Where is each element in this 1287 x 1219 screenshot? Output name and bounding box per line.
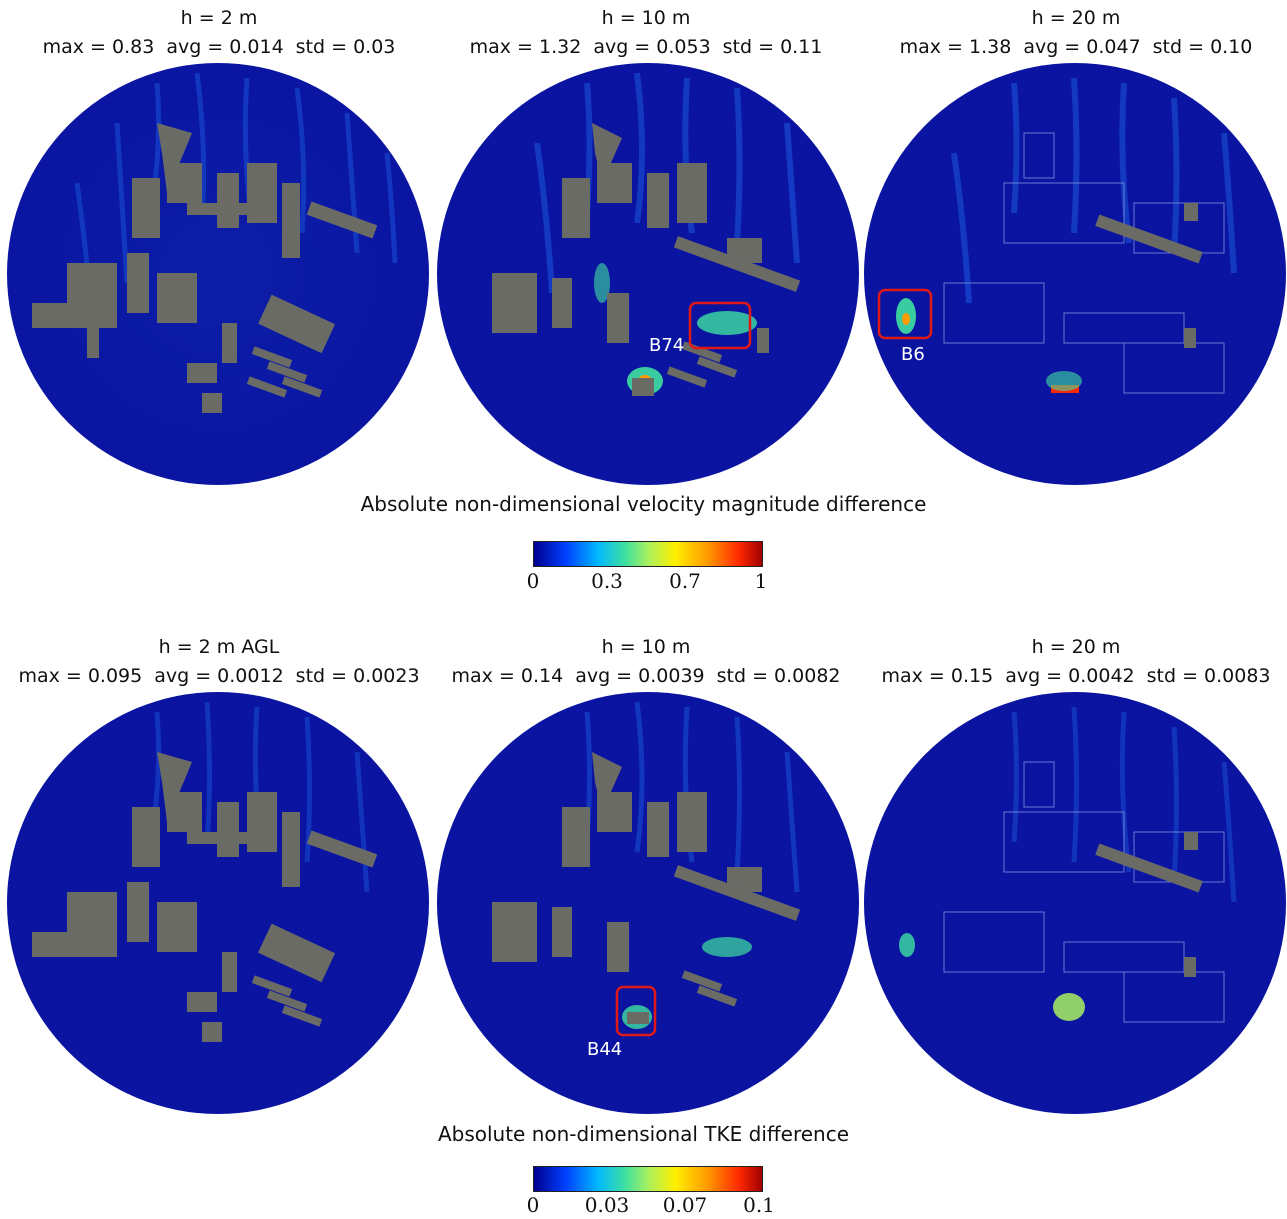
velocity-field-disc-h10 bbox=[437, 63, 859, 485]
std-stat: std = 0.10 bbox=[1152, 36, 1253, 58]
building-footprints bbox=[32, 123, 378, 413]
tke-field-disc-h2 bbox=[7, 692, 429, 1114]
avg-stat: avg = 0.014 bbox=[166, 36, 284, 58]
panel-height-label: h = 10 m bbox=[601, 636, 691, 658]
velocity-colorbar bbox=[533, 541, 763, 567]
velocity-field-disc-h20 bbox=[864, 63, 1286, 485]
velocity-field-image bbox=[7, 63, 429, 485]
tke-colorbar-tick: 0 bbox=[526, 1193, 540, 1217]
velocity-panel-3-header: h = 20 m max = 1.38 avg = 0.047 std = 0.10 bbox=[861, 4, 1287, 62]
building-footprints bbox=[32, 752, 378, 1042]
tke-colorbar-tick: 0.07 bbox=[662, 1193, 708, 1217]
std-stat: std = 0.0083 bbox=[1146, 665, 1271, 687]
tke-colorbar-tick: 0.1 bbox=[743, 1193, 775, 1217]
b74-highlight-box bbox=[688, 301, 752, 350]
velocity-colorbar-tick: 1 bbox=[754, 569, 768, 593]
panel-height-label: h = 20 m bbox=[1031, 636, 1121, 658]
panel-height-label: h = 10 m bbox=[601, 7, 691, 29]
tke-colorbar-tick: 0.03 bbox=[584, 1193, 630, 1217]
std-stat: std = 0.0082 bbox=[716, 665, 841, 687]
avg-stat: avg = 0.053 bbox=[593, 36, 711, 58]
std-stat: std = 0.0023 bbox=[295, 665, 420, 687]
velocity-section-title: Absolute non-dimensional velocity magnit… bbox=[360, 492, 927, 516]
std-stat: std = 0.03 bbox=[295, 36, 396, 58]
avg-stat: avg = 0.0012 bbox=[154, 665, 284, 687]
b74-label: B74 bbox=[649, 335, 685, 356]
tke-field-image bbox=[864, 692, 1286, 1114]
tke-panel-1-header: h = 2 m AGL max = 0.095 avg = 0.0012 std =… bbox=[4, 633, 434, 691]
max-stat: max = 0.14 bbox=[451, 665, 564, 687]
building-footprints bbox=[492, 752, 801, 1024]
b6-label: B6 bbox=[901, 344, 925, 365]
panel-height-label: h = 2 m AGL bbox=[158, 636, 280, 658]
velocity-field-image bbox=[864, 63, 1286, 485]
building-footprints bbox=[1095, 832, 1203, 977]
avg-stat: avg = 0.047 bbox=[1023, 36, 1141, 58]
velocity-colorbar-tick: 0.7 bbox=[669, 569, 701, 593]
max-stat: max = 0.095 bbox=[18, 665, 143, 687]
velocity-colorbar-tick: 0.3 bbox=[591, 569, 623, 593]
velocity-field-disc-h2 bbox=[7, 63, 429, 485]
velocity-panel-2-header: h = 10 m max = 1.32 avg = 0.053 std = 0.11 bbox=[431, 4, 861, 62]
tke-field-disc-h20 bbox=[864, 692, 1286, 1114]
hotspots bbox=[899, 933, 1085, 1021]
max-stat: max = 0.15 bbox=[881, 665, 994, 687]
tke-field-image bbox=[437, 692, 859, 1114]
b6-highlight-box bbox=[877, 288, 933, 340]
velocity-panel-1-header: h = 2 m max = 0.83 avg = 0.014 std = 0.03 bbox=[4, 4, 434, 62]
building-footprints bbox=[492, 123, 801, 396]
tke-panel-3-header: h = 20 m max = 0.15 avg = 0.0042 std = 0.0… bbox=[861, 633, 1287, 691]
b44-highlight-box bbox=[615, 985, 657, 1037]
panel-height-label: h = 20 m bbox=[1031, 7, 1121, 29]
max-stat: max = 1.38 bbox=[899, 36, 1012, 58]
panel-height-label: h = 2 m bbox=[180, 7, 258, 29]
building-footprints bbox=[1095, 203, 1203, 348]
tke-section-title: Absolute non-dimensional TKE difference bbox=[437, 1122, 850, 1146]
b44-label: B44 bbox=[587, 1039, 623, 1060]
hotspots bbox=[896, 298, 1082, 393]
tke-field-disc-h10 bbox=[437, 692, 859, 1114]
tke-panel-2-header: h = 10 m max = 0.14 avg = 0.0039 std = 0.0… bbox=[431, 633, 861, 691]
tke-field-image bbox=[7, 692, 429, 1114]
tke-colorbar bbox=[533, 1166, 763, 1192]
max-stat: max = 1.32 bbox=[469, 36, 582, 58]
max-stat: max = 0.83 bbox=[42, 36, 155, 58]
velocity-field-image bbox=[437, 63, 859, 485]
std-stat: std = 0.11 bbox=[722, 36, 823, 58]
avg-stat: avg = 0.0042 bbox=[1005, 665, 1135, 687]
avg-stat: avg = 0.0039 bbox=[575, 665, 705, 687]
velocity-colorbar-tick: 0 bbox=[526, 569, 540, 593]
